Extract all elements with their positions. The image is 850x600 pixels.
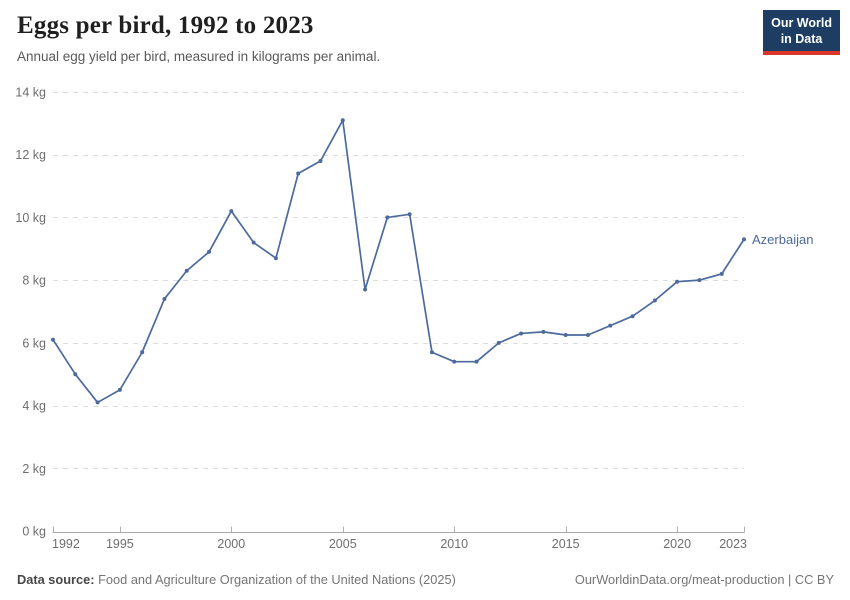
owid-logo-line2: in Data — [780, 32, 823, 47]
data-point — [340, 118, 345, 123]
x-tick-label: 2010 — [440, 537, 468, 551]
y-tick-label: 4 kg — [22, 399, 46, 413]
data-point — [117, 387, 122, 392]
data-point — [429, 350, 434, 355]
data-point — [742, 237, 746, 242]
y-tick-label: 6 kg — [22, 336, 46, 350]
credit-text: OurWorldinData.org/meat-production | CC … — [574, 572, 834, 587]
owid-logo-line1: Our World — [771, 16, 832, 30]
data-point — [162, 296, 167, 301]
x-tick-label: 2023 — [719, 537, 747, 551]
data-point — [519, 331, 524, 336]
data-point — [608, 323, 613, 328]
data-point — [452, 359, 457, 364]
series-line-azerbaijan — [52, 119, 745, 404]
x-tick-label: 2015 — [552, 537, 580, 551]
x-tick-label: 2005 — [329, 537, 357, 551]
data-point — [184, 268, 189, 273]
data-source: Data source: Food and Agriculture Organi… — [17, 572, 456, 587]
data-point — [719, 271, 724, 276]
data-point — [407, 212, 412, 217]
entity-label: Azerbaijan — [752, 232, 813, 247]
data-point — [95, 400, 100, 405]
data-point — [385, 215, 390, 220]
y-tick-label: 14 kg — [15, 86, 46, 100]
x-tick-label: 1992 — [52, 537, 80, 551]
data-point — [363, 287, 368, 292]
y-tick-label: 0 kg — [22, 525, 46, 539]
x-tick-label: 2020 — [663, 537, 691, 551]
data-point — [229, 209, 234, 214]
data-point — [541, 329, 546, 334]
data-point — [296, 171, 301, 176]
y-tick-label: 8 kg — [22, 274, 46, 288]
data-source-label: Data source: — [17, 572, 95, 587]
data-point — [697, 278, 702, 283]
data-point — [652, 298, 657, 303]
data-point — [73, 372, 78, 377]
data-point — [51, 337, 55, 342]
x-tick-label: 1995 — [106, 537, 134, 551]
data-point — [496, 340, 501, 345]
owid-logo[interactable]: Our World in Data — [763, 10, 840, 55]
data-point — [318, 158, 323, 163]
chart-footer: Data source: Food and Agriculture Organi… — [17, 572, 834, 587]
y-tick-label: 2 kg — [22, 462, 46, 476]
y-tick-label: 10 kg — [15, 211, 46, 225]
data-source-text: Food and Agriculture Organization of the… — [98, 572, 456, 587]
data-point — [251, 240, 256, 245]
data-point — [675, 279, 680, 284]
page-title: Eggs per bird, 1992 to 2023 — [17, 12, 314, 39]
x-tick-label: 2000 — [217, 537, 245, 551]
data-point — [273, 256, 278, 261]
data-point — [140, 350, 145, 355]
data-point — [585, 333, 590, 338]
data-point — [563, 333, 568, 338]
data-point — [474, 359, 479, 364]
page-subtitle: Annual egg yield per bird, measured in k… — [17, 49, 381, 64]
y-tick-label: 12 kg — [15, 148, 46, 162]
data-point — [207, 249, 212, 254]
data-point — [630, 314, 635, 319]
